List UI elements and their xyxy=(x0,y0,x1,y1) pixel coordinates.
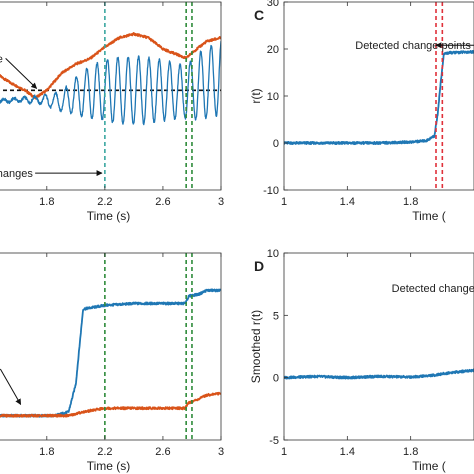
panel-label: D xyxy=(254,258,264,274)
annotation-text: hanges xyxy=(0,168,33,180)
x-tick-label: 2.2 xyxy=(97,446,112,458)
x-tick-label: 2.6 xyxy=(155,446,170,458)
plot-area-a xyxy=(0,2,221,190)
x-tick-label: 2.2 xyxy=(97,196,112,208)
x-axis-label: Time ( xyxy=(412,209,446,223)
y-tick-label: -5 xyxy=(269,435,279,447)
y-axis-label: r(t) xyxy=(249,88,263,103)
series-line-0 xyxy=(0,288,221,418)
x-tick-label: 1.8 xyxy=(39,446,54,458)
y-tick-label: 20 xyxy=(267,44,279,56)
y-axis-label: Smoothed r(t) xyxy=(249,310,263,383)
panel-d: 1 1.4 1.8 -5 0 5 10 Time ( Smoothed r(t) D Detecte… xyxy=(249,248,474,473)
axes-frame xyxy=(283,252,474,441)
y-tick-label: 10 xyxy=(267,91,279,103)
annotation-text: Detected change points xyxy=(392,283,474,295)
panel-b: 1.8 2.2 2.6 3 Time (s) xyxy=(0,252,224,473)
plot-area-b xyxy=(0,253,221,440)
x-tick-label: 3 xyxy=(218,446,224,458)
y-tick-label: 0 xyxy=(273,373,279,385)
x-tick-label: 1.8 xyxy=(39,196,54,208)
axes-frame xyxy=(0,252,222,441)
annotation-text: Detected change points xyxy=(355,40,471,52)
annotation-arrow xyxy=(0,368,22,405)
axes-frame xyxy=(283,1,474,191)
y-tick-label: -10 xyxy=(263,185,279,197)
x-axis-label: Time (s) xyxy=(87,209,131,223)
series-line-0 xyxy=(284,368,474,380)
y-tick-label: 30 xyxy=(267,0,279,9)
y-tick-label: 0 xyxy=(273,138,279,150)
x-tick-label: 1.4 xyxy=(340,446,355,458)
axes-frame xyxy=(0,1,222,191)
x-tick-label: 3 xyxy=(218,196,224,208)
panel-a: 1.8 2.2 2.6 3 Time (s) e hanges xyxy=(0,1,224,223)
x-tick-label: 1.8 xyxy=(403,196,418,208)
x-tick-label: 1 xyxy=(281,196,287,208)
annotation-text: e xyxy=(0,53,3,65)
x-tick-label: 2.6 xyxy=(155,196,170,208)
x-axis-label: Time (s) xyxy=(87,459,131,473)
y-tick-label: 5 xyxy=(273,310,279,322)
panel-label: C xyxy=(254,7,264,23)
panel-c: 1 1.4 1.8 -10 0 10 20 30 Time ( r(t) C Detected cha… xyxy=(249,0,474,223)
plot-area-c xyxy=(284,2,474,190)
annotation-arrow xyxy=(5,58,38,89)
x-tick-label: 1 xyxy=(281,446,287,458)
series-line-1 xyxy=(0,40,221,126)
plot-area-d xyxy=(284,368,474,380)
x-tick-label: 1.4 xyxy=(340,196,355,208)
x-tick-label: 1.8 xyxy=(403,446,418,458)
series-line-1 xyxy=(0,391,221,418)
y-tick-label: 10 xyxy=(267,248,279,260)
x-axis-label: Time ( xyxy=(412,459,446,473)
series-line-0 xyxy=(284,49,474,146)
